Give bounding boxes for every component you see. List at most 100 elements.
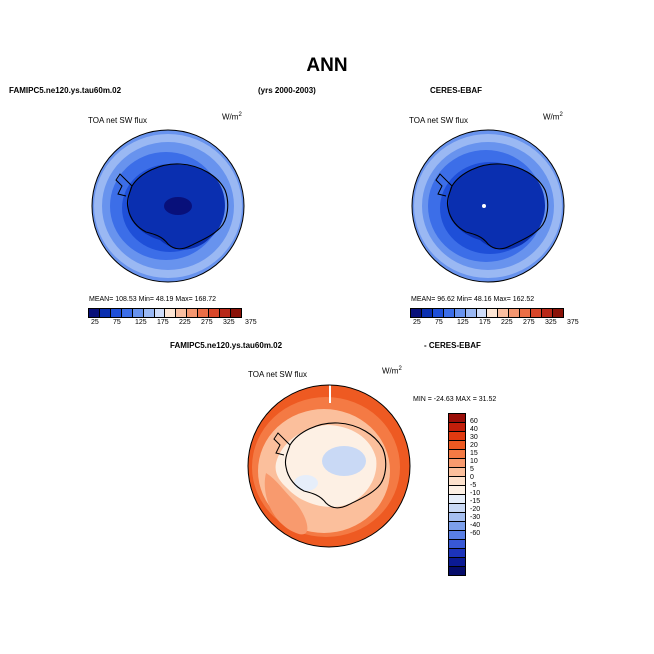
colorbar-tick-label: -40 (470, 522, 481, 529)
colorbar-swatch (449, 450, 465, 459)
colorbar-tick-label: 25 (91, 319, 99, 326)
colorbar-swatch (449, 486, 465, 495)
colorbar-swatch (449, 495, 465, 504)
colorbar-swatch (520, 309, 532, 317)
colorbar-swatch (449, 558, 465, 567)
colorbar-tick-label: 0 (470, 474, 474, 481)
colorbar-swatch (449, 567, 465, 575)
colorbar-tick-label: 325 (223, 319, 235, 326)
colorbar-swatch (449, 522, 465, 531)
colorbar-tick-label: 40 (470, 426, 478, 433)
colorbar-swatch (531, 309, 543, 317)
colorbar-swatch (165, 309, 177, 317)
colorbar-tick-label: 75 (435, 319, 443, 326)
colorbar-swatch (220, 309, 231, 317)
colorbar-tick-label: 375 (245, 319, 257, 326)
colorbar-swatch (187, 309, 199, 317)
colorbar-tick-label: -10 (470, 490, 481, 497)
colorbar-tick-label: 325 (545, 319, 557, 326)
obs-field-label: TOA net SW flux (409, 116, 468, 125)
colorbar-swatch (230, 309, 241, 317)
colorbar-swatch (449, 477, 465, 486)
colorbar-swatch (476, 309, 488, 317)
colorbar-swatch (411, 309, 422, 317)
colorbar-swatch (449, 513, 465, 522)
colorbar-tick-label: 375 (567, 319, 579, 326)
colorbar-tick-label: 175 (479, 319, 491, 326)
colorbar-swatch (449, 540, 465, 549)
colorbar-tick-label: 75 (113, 319, 121, 326)
colorbar-swatch (198, 309, 210, 317)
colorbar-swatch (209, 309, 221, 317)
diff-colorbar-ticks: 60 40 30 20 15 10 5 0 -5 -10 -15 -20 -30 -40 -60 (470, 418, 480, 538)
diff-field-label: TOA net SW flux (248, 370, 307, 379)
colorbar-swatch (449, 468, 465, 477)
obs-colorbar-ticks: 25 75 125 175 225 275 325 375 (410, 319, 589, 326)
colorbar-tick-label: 20 (470, 442, 478, 449)
colorbar-swatch (449, 432, 465, 441)
diff-unit-label: W/m2 (382, 366, 402, 376)
colorbar-tick-label: 275 (201, 319, 213, 326)
colorbar-swatch (432, 309, 444, 317)
diff-stats: MIN = -24.63 MAX = 31.52 (413, 396, 497, 403)
colorbar-tick-label: 60 (470, 418, 478, 425)
colorbar-swatch (449, 441, 465, 450)
obs-stats: MEAN= 96.62 Min= 48.16 Max= 162.52 (411, 296, 535, 303)
model-colorbar (88, 308, 242, 318)
colorbar-tick-label: 275 (523, 319, 535, 326)
years-header: (yrs 2000-2003) (258, 86, 316, 95)
colorbar-tick-label: 175 (157, 319, 169, 326)
colorbar-swatch (487, 309, 499, 317)
colorbar-swatch (449, 423, 465, 432)
colorbar-tick-label: 5 (470, 466, 474, 473)
figure-title: ANN (306, 55, 348, 76)
colorbar-swatch (465, 309, 477, 317)
colorbar-swatch (176, 309, 188, 317)
colorbar-swatch (99, 309, 111, 317)
colorbar-swatch (449, 504, 465, 513)
colorbar-swatch (498, 309, 510, 317)
colorbar-swatch (132, 309, 144, 317)
colorbar-tick-label: -5 (470, 482, 477, 489)
diff-title-left: FAMIPC5.ne120.ys.tau60m.02 (170, 341, 283, 350)
colorbar-tick-label: -30 (470, 514, 481, 521)
colorbar-swatch (542, 309, 553, 317)
model-colorbar-ticks: 25 75 125 175 225 275 325 375 (88, 319, 267, 326)
colorbar-swatch (89, 309, 100, 317)
colorbar-swatch (110, 309, 122, 317)
colorbar-swatch (454, 309, 466, 317)
colorbar-tick-label: 125 (135, 319, 147, 326)
diff-polar-map (247, 384, 411, 548)
obs-polar-map (411, 129, 565, 283)
colorbar-tick-label: 225 (501, 319, 513, 326)
model-unit-label: W/m2 (222, 112, 242, 122)
colorbar-tick-label: 10 (470, 458, 478, 465)
diff-title-right: - CERES-EBAF (424, 341, 481, 350)
colorbar-tick-label: 25 (413, 319, 421, 326)
colorbar-swatch (121, 309, 133, 317)
colorbar-tick-label: 15 (470, 450, 478, 457)
model-stats: MEAN= 108.53 Min= 48.19 Max= 168.72 (89, 296, 217, 303)
diff-colorbar (448, 413, 466, 576)
colorbar-swatch (143, 309, 155, 317)
colorbar-tick-label: 125 (457, 319, 469, 326)
model-polar-map (91, 129, 245, 283)
colorbar-swatch (449, 459, 465, 468)
obs-header: CERES-EBAF (430, 86, 483, 95)
model-case-header: FAMIPC5.ne120.ys.tau60m.02 (9, 86, 122, 95)
obs-colorbar (410, 308, 564, 318)
colorbar-swatch (421, 309, 433, 317)
colorbar-tick-label: 225 (179, 319, 191, 326)
model-field-label: TOA net SW flux (88, 116, 147, 125)
colorbar-swatch (449, 531, 465, 540)
colorbar-swatch (449, 549, 465, 558)
colorbar-tick-label: -15 (470, 498, 481, 505)
colorbar-swatch (443, 309, 455, 317)
obs-unit-label: W/m2 (543, 112, 563, 122)
colorbar-swatch (552, 309, 563, 317)
colorbar-tick-label: 30 (470, 434, 478, 441)
colorbar-swatch (154, 309, 166, 317)
colorbar-tick-label: -20 (470, 506, 481, 513)
colorbar-swatch (509, 309, 521, 317)
colorbar-tick-label: -60 (470, 530, 481, 537)
